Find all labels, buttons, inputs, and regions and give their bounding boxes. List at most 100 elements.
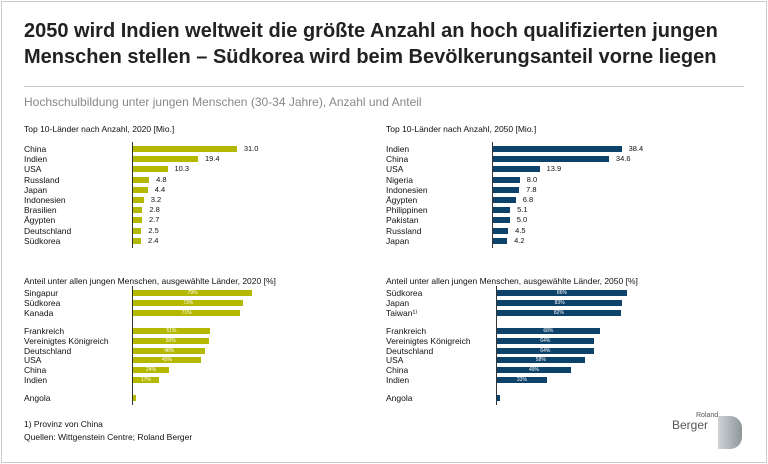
category-label: Deutschland (24, 346, 72, 356)
category-label: USA (24, 355, 42, 365)
bar (493, 197, 516, 203)
category-label: Japan (24, 184, 48, 195)
bar (133, 227, 142, 234)
data-label: 64% (540, 338, 551, 344)
category-label: Brasilien (24, 205, 57, 216)
data-label: 31.0 (243, 144, 259, 153)
category-label: Japan (386, 235, 410, 246)
category-label: Deutschland (24, 225, 72, 236)
category-label: Südkorea (386, 288, 423, 298)
logo-top: Roland (696, 412, 719, 419)
data-label: 4.8 (156, 174, 167, 184)
category-label: Indien (386, 375, 410, 385)
bar (497, 310, 621, 316)
data-label: 68% (543, 328, 554, 334)
chart-title: Anteil unter allen jungen Menschen, ausg… (386, 276, 638, 286)
category-label: Indonesien (386, 184, 428, 195)
data-label: 45% (161, 357, 172, 363)
bar (497, 328, 600, 334)
bar (493, 227, 509, 234)
category-label: Pakistan (386, 215, 419, 226)
bar (133, 207, 143, 214)
bar (133, 290, 253, 296)
bar (133, 156, 198, 163)
data-label: 19.4 (204, 154, 220, 164)
category-label: China (386, 154, 409, 165)
bar (493, 217, 510, 224)
footnote: 1) Provinz von China (24, 419, 103, 429)
bar (493, 146, 622, 152)
subtitle: Hochschulbildung unter jungen Menschen (… (24, 95, 422, 109)
category-label: Russland (24, 174, 60, 185)
category-label: Frankreich (386, 326, 427, 336)
bar (497, 395, 501, 401)
logo: Roland Berger (672, 412, 718, 432)
category-label: Indien (386, 144, 410, 154)
bar (497, 290, 627, 296)
bar (493, 186, 520, 193)
data-label: 82% (553, 310, 564, 316)
data-label: 24% (146, 367, 157, 373)
data-label: 48% (164, 348, 175, 354)
data-label: 73% (183, 300, 194, 306)
category-label: USA (24, 164, 42, 175)
data-label: 3.2 (150, 195, 162, 204)
data-label: 34.6 (615, 154, 631, 164)
axis-line (496, 286, 497, 405)
data-label: 64% (540, 348, 551, 354)
category-label: China (386, 365, 409, 375)
bar (133, 310, 241, 316)
data-label: 13.9 (546, 164, 562, 174)
bar (133, 357, 201, 363)
bar (497, 338, 594, 344)
bar (133, 328, 210, 334)
category-label: Indien (24, 375, 48, 385)
axis-line (132, 286, 133, 405)
axis-line (132, 142, 133, 248)
data-label: 10.3 (174, 164, 190, 174)
logo-b-icon (718, 416, 742, 449)
data-label: 4.4 (154, 184, 166, 194)
data-label: 51% (166, 328, 177, 334)
category-label: Angola (24, 393, 51, 403)
data-label: 83% (554, 300, 565, 306)
category-label: Kanada (24, 308, 54, 318)
data-label: 4.2 (514, 235, 525, 245)
data-label: 5.0 (516, 215, 528, 225)
category-label: Vereinigtes Königreich (386, 336, 471, 346)
bar (133, 338, 209, 344)
bar (497, 357, 585, 363)
data-label: 7.8 (526, 184, 537, 194)
bar (493, 156, 609, 163)
page-title: 2050 wird Indien weltweit die größte Anz… (24, 20, 718, 68)
bar (133, 377, 159, 383)
data-label: 2.7 (149, 215, 160, 225)
category-label: Singapur (24, 288, 59, 298)
category-label: Angola (386, 393, 413, 403)
data-label: 50% (165, 338, 176, 344)
bar (133, 395, 137, 401)
data-label: 58% (535, 357, 546, 363)
category-label: Südkorea (24, 235, 61, 246)
logo-main: Berger (672, 418, 709, 432)
category-label: China (24, 144, 47, 154)
data-label: 4.5 (515, 225, 526, 235)
category-label: Taiwan¹⁾ (386, 308, 418, 318)
data-label: 17% (140, 377, 151, 383)
bar (493, 176, 520, 183)
category-label: Südkorea (24, 298, 61, 308)
category-label: USA (386, 164, 404, 175)
axis-line (492, 142, 493, 248)
bar (133, 176, 150, 183)
category-label: Indonesien (24, 195, 66, 205)
category-label: Philippinen (386, 205, 428, 216)
bar (493, 237, 508, 244)
category-label: Ägypten (24, 215, 56, 226)
category-label: Russland (386, 225, 422, 236)
category-label: China (24, 365, 47, 375)
bar (497, 300, 623, 306)
bar (133, 197, 144, 203)
category-label: USA (386, 355, 404, 365)
data-label: 2.4 (148, 235, 159, 245)
